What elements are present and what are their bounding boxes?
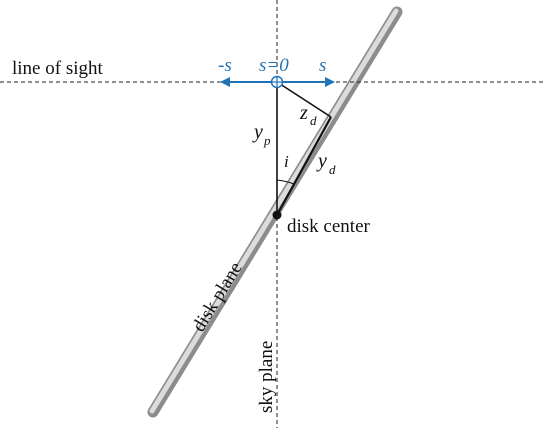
z-d-label: z d (299, 102, 317, 128)
s-zero-marker (270, 75, 284, 89)
svg-text:y: y (316, 150, 327, 172)
angle-i-label: i (284, 152, 289, 171)
svg-text:d: d (310, 113, 317, 128)
disk-center-label: disk center (287, 216, 371, 237)
z-d-segment (276, 81, 332, 118)
s-zero-label: s=0 (259, 55, 289, 76)
svg-text:y: y (252, 121, 263, 143)
svg-text:z: z (299, 102, 308, 124)
line-of-sight-label: line of sight (12, 58, 103, 79)
disk-center-dot (272, 210, 282, 220)
sky-plane-label: sky plane (256, 341, 277, 413)
disk-plane-label: disk plane (188, 258, 246, 335)
svg-text:d: d (329, 162, 336, 177)
pos-s-label: s (319, 55, 326, 76)
angle-i-arc (276, 179, 295, 185)
y-d-label: y d (316, 150, 336, 177)
y-p-label: y p (252, 121, 271, 148)
svg-text:p: p (263, 133, 271, 148)
y-d-segment (276, 116, 332, 216)
neg-s-label: -s (218, 55, 232, 76)
